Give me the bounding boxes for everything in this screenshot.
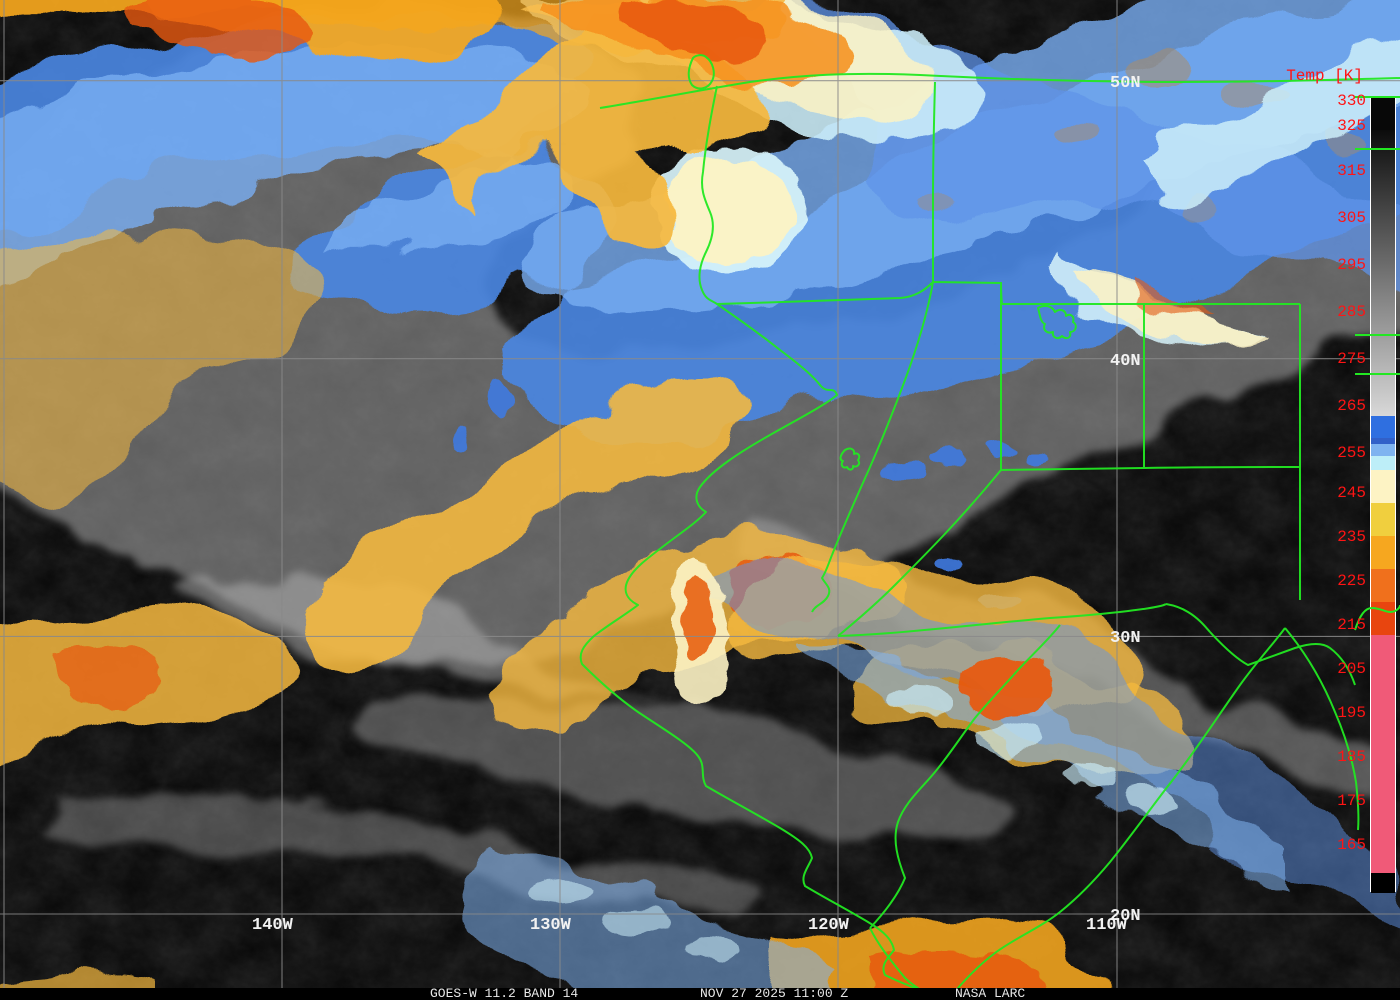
svg-text:275: 275 [1337, 350, 1366, 368]
svg-text:325: 325 [1337, 117, 1366, 135]
svg-text:315: 315 [1337, 162, 1366, 180]
svg-text:330: 330 [1337, 92, 1366, 110]
svg-text:265: 265 [1337, 397, 1366, 415]
svg-text:110W: 110W [1086, 916, 1128, 935]
svg-text:195: 195 [1337, 704, 1366, 722]
svg-text:235: 235 [1337, 528, 1366, 546]
svg-text:305: 305 [1337, 209, 1366, 227]
svg-text:30N: 30N [1110, 629, 1141, 648]
svg-text:245: 245 [1337, 484, 1366, 502]
svg-text:40N: 40N [1110, 352, 1141, 371]
svg-text:140W: 140W [252, 916, 294, 935]
svg-text:285: 285 [1337, 303, 1366, 321]
svg-text:NOV 27 2025 11:00 Z: NOV 27 2025 11:00 Z [700, 986, 848, 1000]
svg-text:Temp [K]: Temp [K] [1286, 67, 1363, 85]
svg-text:165: 165 [1337, 836, 1366, 854]
svg-text:50N: 50N [1110, 74, 1141, 93]
svg-text:215: 215 [1337, 616, 1366, 634]
svg-text:255: 255 [1337, 444, 1366, 462]
svg-text:175: 175 [1337, 792, 1366, 810]
svg-text:225: 225 [1337, 572, 1366, 590]
svg-text:130W: 130W [530, 916, 572, 935]
svg-text:120W: 120W [808, 916, 850, 935]
svg-text:NASA LARC: NASA LARC [955, 986, 1025, 1000]
svg-text:GOES-W 11.2 BAND 14: GOES-W 11.2 BAND 14 [430, 986, 578, 1000]
svg-text:205: 205 [1337, 660, 1366, 678]
svg-text:295: 295 [1337, 256, 1366, 274]
svg-text:185: 185 [1337, 748, 1366, 766]
